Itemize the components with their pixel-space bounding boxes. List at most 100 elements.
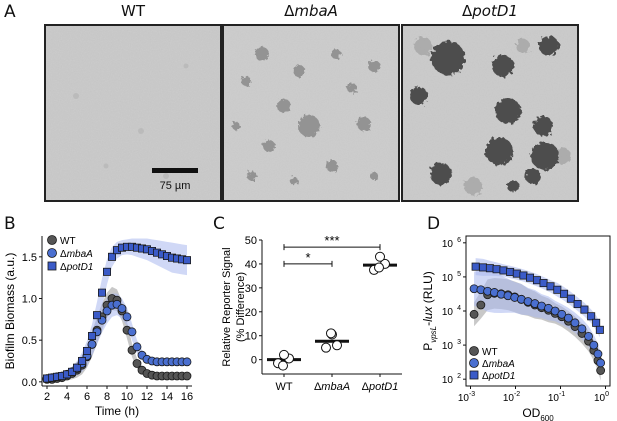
x-tick-label: 10 — [121, 391, 133, 403]
micrograph-wt-image: 75 µm — [46, 26, 220, 200]
y-tick-label: 1.5 — [22, 252, 37, 264]
y-tick-label: 20 — [245, 307, 257, 319]
legend-label-potD1: ΔpotD1 — [482, 371, 515, 382]
data-point — [108, 252, 117, 261]
x-tick-label: ΔmbaA — [314, 381, 350, 393]
x-tick-label: 14 — [161, 391, 173, 403]
y-tick-exponent: 3 — [457, 339, 461, 346]
series-mbaA — [469, 284, 606, 368]
data-point — [93, 311, 102, 320]
data-point — [506, 267, 515, 276]
data-point — [587, 312, 596, 321]
data-point — [560, 289, 569, 298]
error-band-potD1 — [47, 238, 187, 381]
micrograph-title-text: potD1 — [472, 2, 518, 20]
x-tick-label: WT — [275, 381, 292, 393]
series-potD1 — [471, 262, 604, 334]
data-point — [278, 360, 288, 371]
data-point — [546, 282, 555, 291]
x-tick-label: ΔpotD1 — [362, 381, 399, 393]
data-point — [570, 318, 580, 328]
legend-label-wt: WT — [60, 236, 76, 247]
data-point — [525, 273, 534, 282]
data-point — [553, 285, 562, 294]
y-tick-label: 10 — [245, 331, 257, 343]
panel-label-b: B — [4, 214, 16, 234]
data-point — [519, 271, 528, 280]
x-tick-label: 10-2 — [503, 391, 520, 404]
data-point — [326, 328, 336, 339]
panel-label-a: A — [4, 2, 16, 22]
legend-label-mbaA: ΔmbaA — [482, 359, 515, 370]
x-tick-label: 12 — [141, 391, 153, 403]
legend-label-wt: WT — [482, 347, 498, 358]
data-point — [512, 269, 521, 278]
data-point — [469, 309, 479, 319]
data-point — [492, 265, 501, 274]
data-point — [539, 279, 548, 288]
data-point — [592, 318, 601, 327]
data-point — [182, 371, 192, 381]
micrograph-title-potD1: ΔpotD1 — [401, 2, 579, 20]
data-point — [476, 300, 486, 310]
data-point — [332, 340, 342, 351]
data-point — [88, 332, 97, 341]
legend-marker-potD1 — [47, 261, 57, 271]
legend-label-potD1: ΔpotD1 — [60, 262, 93, 273]
data-point — [98, 288, 107, 297]
y-tick-label: 30 — [245, 283, 257, 295]
data-point — [182, 357, 192, 367]
data-point — [132, 359, 142, 368]
data-point — [83, 347, 92, 356]
y-tick-label: 10 — [442, 341, 454, 352]
y-axis-label: Biofilm Biomass (a.u.) — [3, 253, 17, 370]
data-point — [566, 294, 575, 303]
legend-marker-mbaA — [47, 248, 57, 258]
data-point — [73, 363, 82, 372]
data-point — [564, 313, 573, 323]
data-point — [117, 304, 127, 313]
data-point — [499, 266, 508, 275]
legend-label-mbaA: ΔmbaA — [60, 249, 93, 260]
significance-label: *** — [324, 233, 339, 248]
legend-marker-wt — [469, 346, 479, 356]
micrograph-wt: 75 µm — [44, 24, 222, 202]
data-point — [102, 306, 112, 316]
data-point — [78, 356, 87, 365]
micrograph-title-wt: WT — [44, 2, 222, 20]
y-tick-exponent: 4 — [457, 305, 461, 312]
y-tick-label: 10 — [442, 273, 454, 284]
y-tick-label: 10 — [442, 239, 454, 250]
micrograph-title-prefix: Δ — [284, 2, 295, 20]
x-tick-label: 100 — [594, 391, 609, 404]
data-point — [122, 312, 132, 322]
data-point — [577, 324, 587, 334]
y-tick-label: 40 — [245, 259, 257, 271]
x-axis-label: OD600 — [522, 406, 554, 421]
y-tick-exponent: 2 — [457, 373, 461, 380]
data-point — [321, 342, 331, 353]
legend-marker-wt — [47, 235, 57, 245]
x-tick-label: 10-1 — [548, 391, 565, 404]
data-point — [532, 276, 541, 285]
data-point — [580, 305, 589, 314]
x-tick-label: 10-3 — [458, 391, 475, 404]
data-point — [595, 325, 604, 334]
chart-biofilm-biomass: 2 4 6 8 10 12 14 16 0.0 0.5 1.0 1.5 Time (h) Biofilm … — [3, 235, 193, 418]
data-point — [103, 267, 112, 276]
y-tick-label: 50 — [245, 235, 257, 247]
data-point — [589, 340, 599, 350]
y-tick-label: 0.0 — [22, 377, 37, 389]
data-point — [557, 309, 567, 319]
y-axis-label: PvpsL-lux (RLU) — [421, 271, 438, 351]
data-point — [87, 339, 97, 349]
micrograph-potD1 — [401, 24, 579, 202]
scale-bar — [152, 168, 198, 173]
micrograph-mbaA-image — [224, 26, 398, 200]
legend-marker-mbaA — [469, 358, 479, 368]
data-point — [596, 358, 606, 368]
micrograph-title-mbaA: ΔmbaA — [222, 2, 400, 20]
micrograph-title-text: WT — [121, 2, 145, 20]
